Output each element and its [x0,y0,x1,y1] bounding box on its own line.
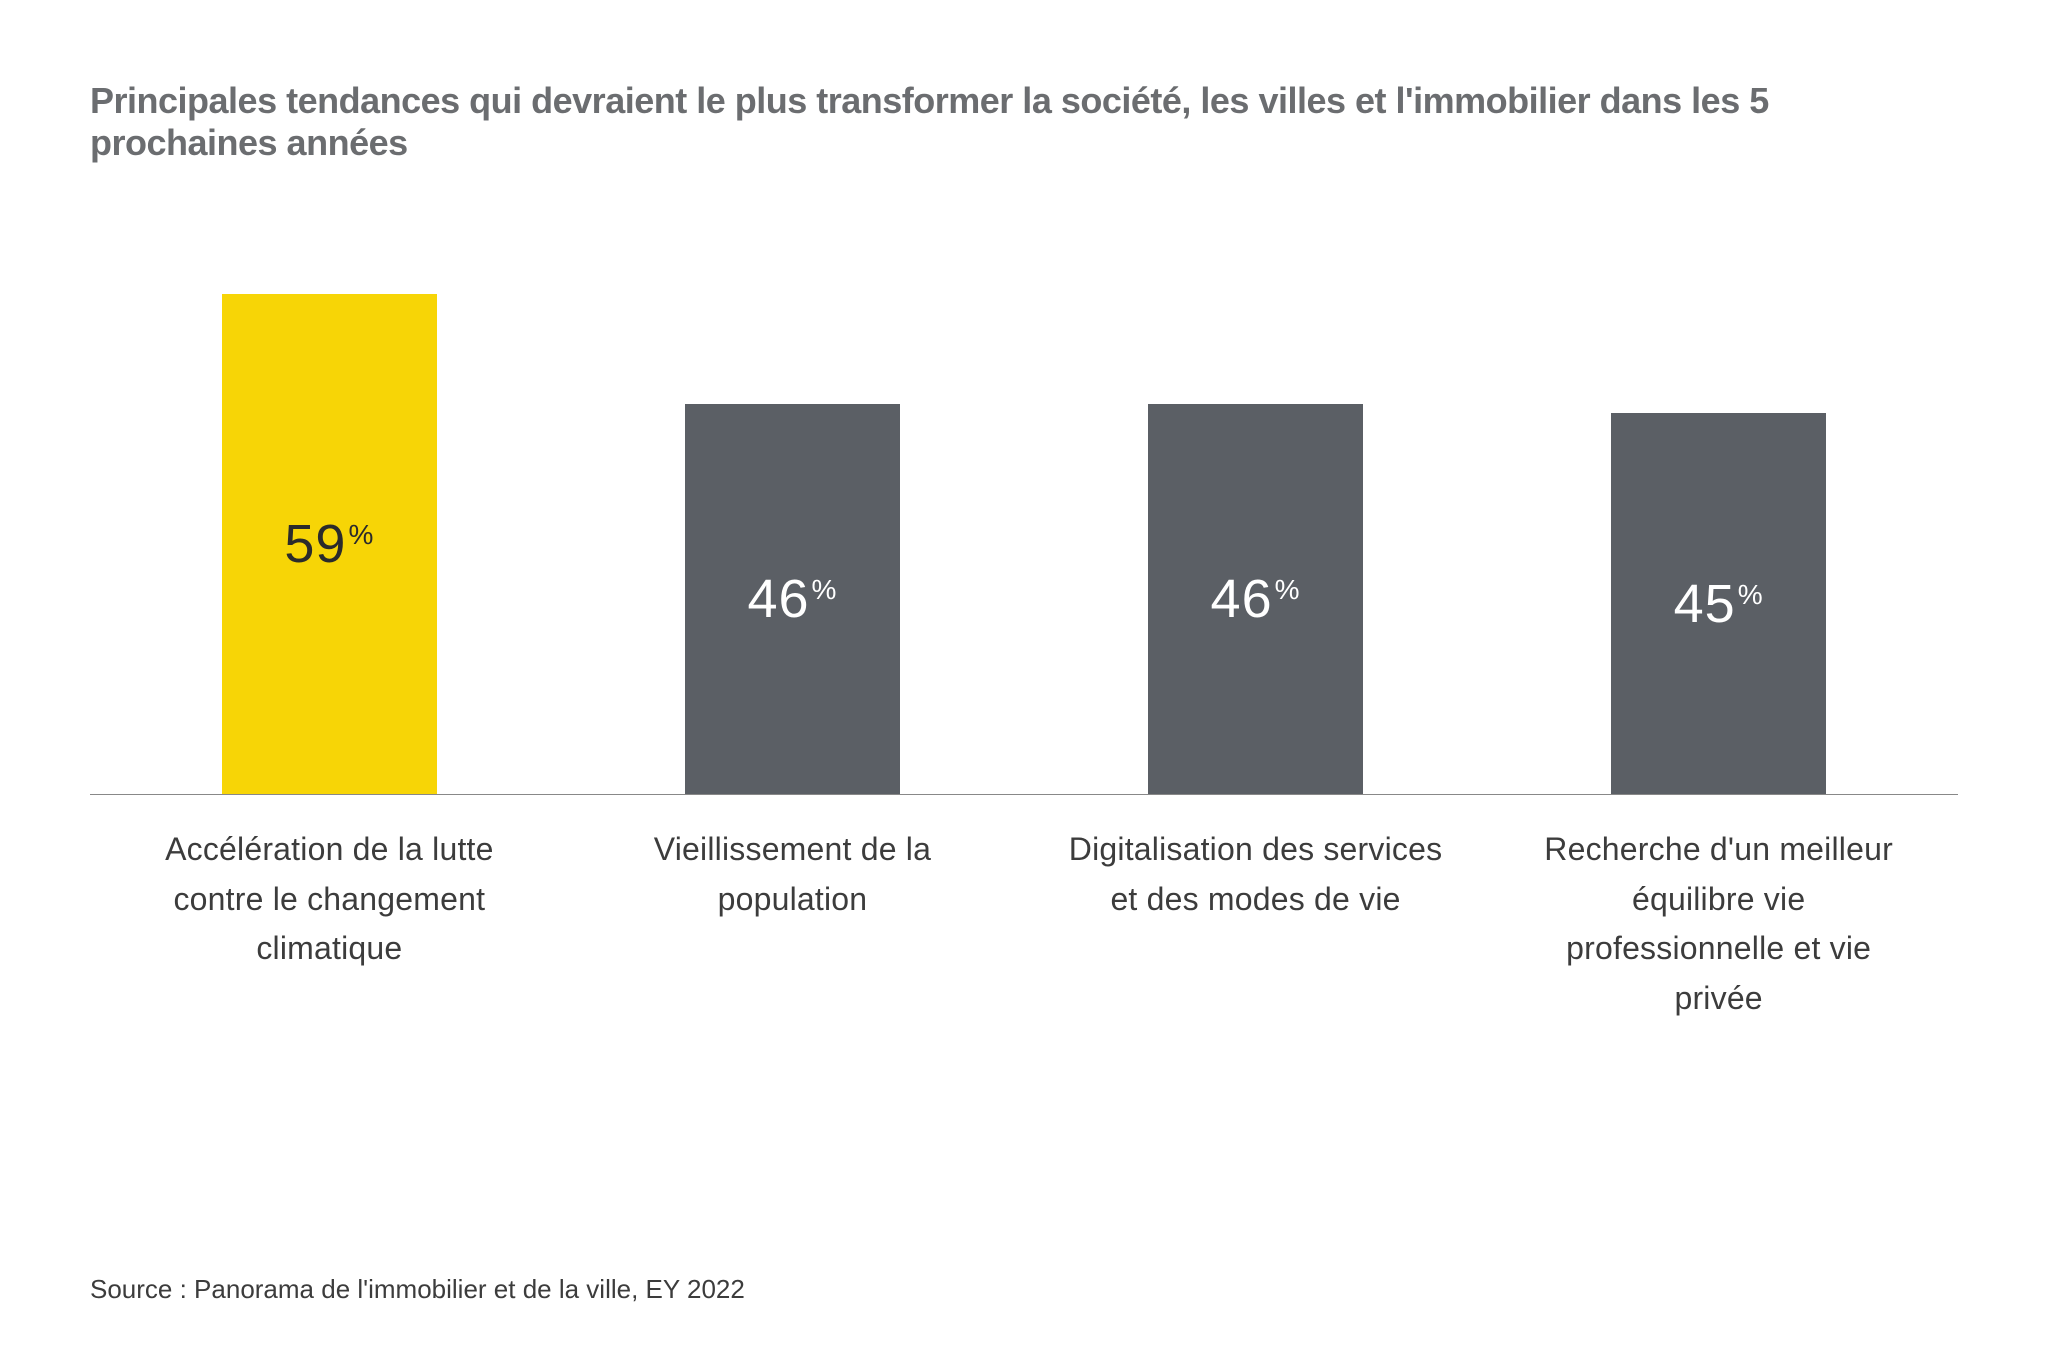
bar-slot: 59% [110,294,549,794]
bar-number: 59 [284,517,346,571]
label-slot: Vieillissement de la population [573,825,1012,1023]
bar-number: 46 [747,572,809,626]
chart-area: 59% 46% 46% 45% [90,294,1958,795]
label-slot: Recherche d'un meilleur équilibre vie pr… [1499,825,1938,1023]
labels-row: Accélération de la lutte contre le chang… [90,825,1958,1023]
percent-symbol: % [1275,576,1301,604]
bar-number: 46 [1211,572,1273,626]
bar-value: 46% [747,572,837,626]
bar-value: 59% [284,517,374,571]
label-slot: Accélération de la lutte contre le chang… [110,825,549,1023]
percent-symbol: % [1738,581,1764,609]
bar-value: 45% [1674,577,1764,631]
chart-title: Principales tendances qui devraient le p… [90,80,1958,164]
bar-label-3: Recherche d'un meilleur équilibre vie pr… [1519,825,1919,1023]
bar-slot: 46% [573,404,1012,794]
bar-label-2: Digitalisation des services et des modes… [1056,825,1456,1023]
bar-value: 46% [1211,572,1301,626]
percent-symbol: % [812,576,838,604]
bar-label-1: Vieillissement de la population [592,825,992,1023]
percent-symbol: % [348,521,374,549]
bar-1: 46% [685,404,900,794]
bar-slot: 46% [1036,404,1475,794]
bar-number: 45 [1674,577,1736,631]
bar-slot: 45% [1499,413,1938,794]
bar-3: 45% [1611,413,1826,794]
bar-2: 46% [1148,404,1363,794]
source-note: Source : Panorama de l'immobilier et de … [90,1114,1958,1305]
label-slot: Digitalisation des services et des modes… [1036,825,1475,1023]
bar-label-0: Accélération de la lutte contre le chang… [129,825,529,1023]
bar-0: 59% [222,294,437,794]
